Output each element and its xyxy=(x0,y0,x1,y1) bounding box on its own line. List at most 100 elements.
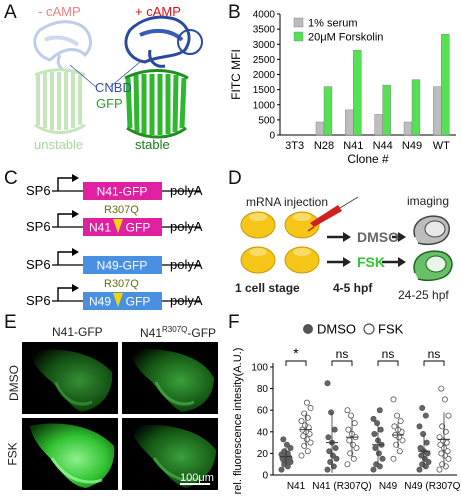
fsk-point xyxy=(351,420,358,427)
fsk-point xyxy=(344,461,351,468)
promoter-label: SP6 xyxy=(26,257,51,272)
fsk-point xyxy=(307,439,314,446)
dmso-point xyxy=(325,434,332,441)
col2-label-a: N41 xyxy=(140,326,163,340)
dmso-point xyxy=(324,380,331,387)
x-tick-label: N49 xyxy=(402,140,422,152)
embryo-cells xyxy=(240,211,320,274)
bar xyxy=(353,50,362,136)
panel-b-letter: B xyxy=(228,2,241,23)
col2-label: N41R307Q-GFP xyxy=(140,325,216,340)
panel-a-letter: A xyxy=(4,2,17,23)
y-tick-label: 2500 xyxy=(253,55,276,66)
dmso-point xyxy=(327,459,334,466)
fsk-point xyxy=(438,450,445,457)
dmso-point xyxy=(370,466,377,473)
x-tick-label: N41 xyxy=(343,140,363,152)
significance-bracket xyxy=(285,360,307,366)
scale-bar-label: 100μm xyxy=(180,472,214,484)
fsk-point xyxy=(301,410,308,417)
legend-marker-filled xyxy=(303,324,313,334)
promoter-arrowhead-icon xyxy=(72,210,79,218)
dmso-point xyxy=(422,412,429,419)
dmso-point xyxy=(379,455,386,462)
col2-label-b: -GFP xyxy=(187,326,217,340)
imaged-embryos xyxy=(413,215,453,282)
y-tick-label: 1500 xyxy=(253,85,276,96)
unstable-label: unstable xyxy=(34,137,84,152)
dmso-point xyxy=(419,405,426,412)
x-axis-label: Clone # xyxy=(347,152,389,166)
cnbd-pointer-2 xyxy=(109,61,141,88)
dmso-point xyxy=(374,420,381,427)
fsk-point xyxy=(390,396,397,403)
y-tick-label: 2000 xyxy=(253,70,276,81)
construct-name-b: GFP xyxy=(126,221,151,235)
dmso-point xyxy=(280,436,287,443)
polya-label: polyA xyxy=(170,257,203,272)
y-tick-label: 80 xyxy=(257,384,269,395)
fsk-point xyxy=(444,448,451,455)
dmso-point xyxy=(326,448,333,455)
stage-1-label: 1 cell stage xyxy=(235,281,300,295)
dmso-point xyxy=(370,415,377,422)
promoter-arrow-icon xyxy=(57,213,72,227)
bar xyxy=(315,121,325,136)
bar xyxy=(403,121,413,136)
x-tick-label: N49 xyxy=(379,481,398,492)
promoter-arrowhead-icon xyxy=(72,248,79,256)
minus-camp-label: - cAMP xyxy=(38,4,81,19)
mutation-marker-icon xyxy=(113,219,123,233)
bar xyxy=(323,86,333,136)
construct-box xyxy=(83,292,162,310)
significance-bracket xyxy=(331,360,353,366)
fsk-point xyxy=(439,461,446,468)
promoter-label: SP6 xyxy=(26,293,51,308)
construct-name: N49-GFP xyxy=(97,259,148,273)
bar xyxy=(433,86,442,136)
fsk-point xyxy=(353,444,360,451)
y-tick-label: 500 xyxy=(258,115,275,126)
fsk-point xyxy=(390,455,397,462)
fsk-point xyxy=(298,418,305,425)
fsk-point xyxy=(345,426,352,433)
y-axis-label: FITC MFI xyxy=(229,49,243,100)
gfp-label: GFP xyxy=(96,96,123,111)
col1-label: N41-GFP xyxy=(52,325,103,339)
dmso-point xyxy=(416,466,423,473)
fsk-point xyxy=(399,437,406,444)
y-tick-label: 20 xyxy=(257,449,269,460)
mutation-label: R307Q xyxy=(104,204,139,216)
x-tick-label: N44 xyxy=(373,140,393,152)
col2-label-sup: R307Q xyxy=(162,325,188,334)
row2-label: FSK xyxy=(5,442,20,466)
construct-box xyxy=(83,256,162,274)
stage-3-label: 24-25 hpf xyxy=(398,288,449,302)
fluorescence-images xyxy=(22,342,218,490)
dmso-point xyxy=(328,409,335,416)
fsk-point xyxy=(349,441,356,448)
dmso-point xyxy=(375,450,382,457)
fsk-point xyxy=(301,442,308,449)
dmso-point xyxy=(421,455,428,462)
x-tick-label: 3T3 xyxy=(285,140,304,152)
construct-box xyxy=(83,218,162,236)
significance-bracket xyxy=(423,360,445,366)
fsk-point xyxy=(298,452,305,459)
cnbd-label: CNBD xyxy=(95,80,132,95)
panel-f-letter: F xyxy=(228,312,240,333)
dmso-point xyxy=(376,407,383,414)
cnbd-pointer xyxy=(69,64,97,88)
dmso-point xyxy=(416,423,423,430)
legend-swatch xyxy=(293,31,304,42)
dmso-point xyxy=(331,426,338,433)
promoter-label: SP6 xyxy=(26,183,51,198)
dmso-point xyxy=(329,452,336,459)
mrna-injection-label: mRNA injection xyxy=(246,195,329,209)
dmso-point xyxy=(332,444,339,451)
fsk-point xyxy=(350,455,357,462)
mutation-marker-icon xyxy=(113,293,123,307)
promoter-arrowhead-icon xyxy=(72,174,79,182)
fsk-point xyxy=(437,441,444,448)
panel-a-structures xyxy=(33,15,203,139)
